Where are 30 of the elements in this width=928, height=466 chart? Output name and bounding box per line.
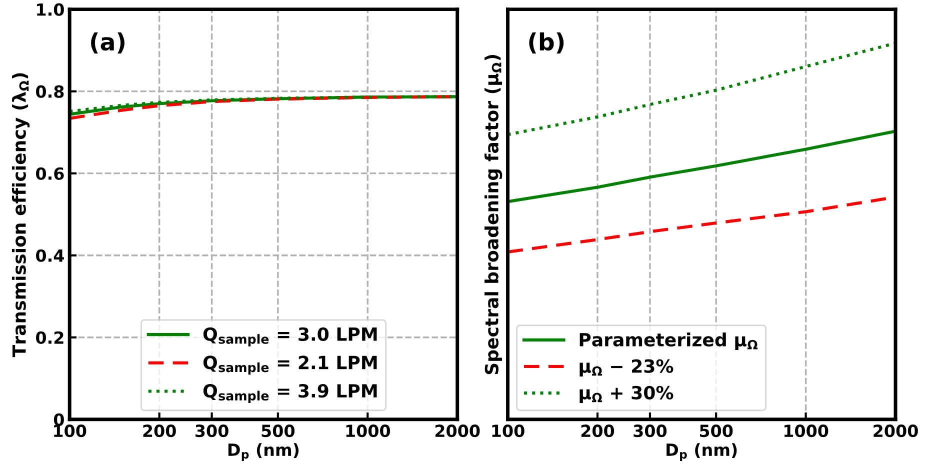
x-tick-label: 1000 xyxy=(346,424,390,438)
legend-label: μ$_{Ω}$ − 23% xyxy=(580,359,674,376)
y-tick-label: 1.0 xyxy=(37,3,64,16)
y-tick-label: 0 xyxy=(54,413,64,426)
legend-label: Parameterized μ$_{Ω}$ xyxy=(580,332,758,350)
legend-label: μ$_{Ω}$ + 30% xyxy=(580,386,674,403)
y-axis-title: Spectral broadening factor (μ$_{Ω}$) xyxy=(484,55,502,374)
x-tick-label: 2000 xyxy=(874,424,918,438)
x-axis-title: D$_{p}$ (nm) xyxy=(666,443,737,461)
y-tick-label: 0.2 xyxy=(36,331,64,344)
x-tick-label: 200 xyxy=(581,424,614,438)
x-tick-label: 1000 xyxy=(784,424,828,438)
x-tick-label: 100 xyxy=(54,424,86,438)
x-tick-label: 200 xyxy=(143,424,176,438)
x-tick-label: 500 xyxy=(262,424,295,438)
legend-label: Q$_{sample}$ = 3.9 LPM xyxy=(203,384,377,403)
x-tick-label: 300 xyxy=(196,424,228,438)
x-tick-label: 300 xyxy=(634,424,667,438)
y-tick-label: 0.6 xyxy=(36,167,64,180)
x-tick-label: 100 xyxy=(492,424,524,438)
annotation: (b) xyxy=(529,32,564,54)
y-tick-label: 0.8 xyxy=(36,85,64,98)
x-tick-label: 2000 xyxy=(435,424,480,438)
x-axis-title: D$_{p}$ (nm) xyxy=(228,443,299,461)
annotation: (a) xyxy=(91,32,124,54)
x-tick-label: 500 xyxy=(700,424,733,438)
legend-label: Q$_{sample}$ = 2.1 LPM xyxy=(203,356,377,375)
y-axis-title: Transmission efficiency (λ$_{Ω}$) xyxy=(12,73,30,358)
y-tick-label: 0.4 xyxy=(36,249,64,262)
legend-label: Q$_{sample}$ = 3.0 LPM xyxy=(203,327,377,346)
